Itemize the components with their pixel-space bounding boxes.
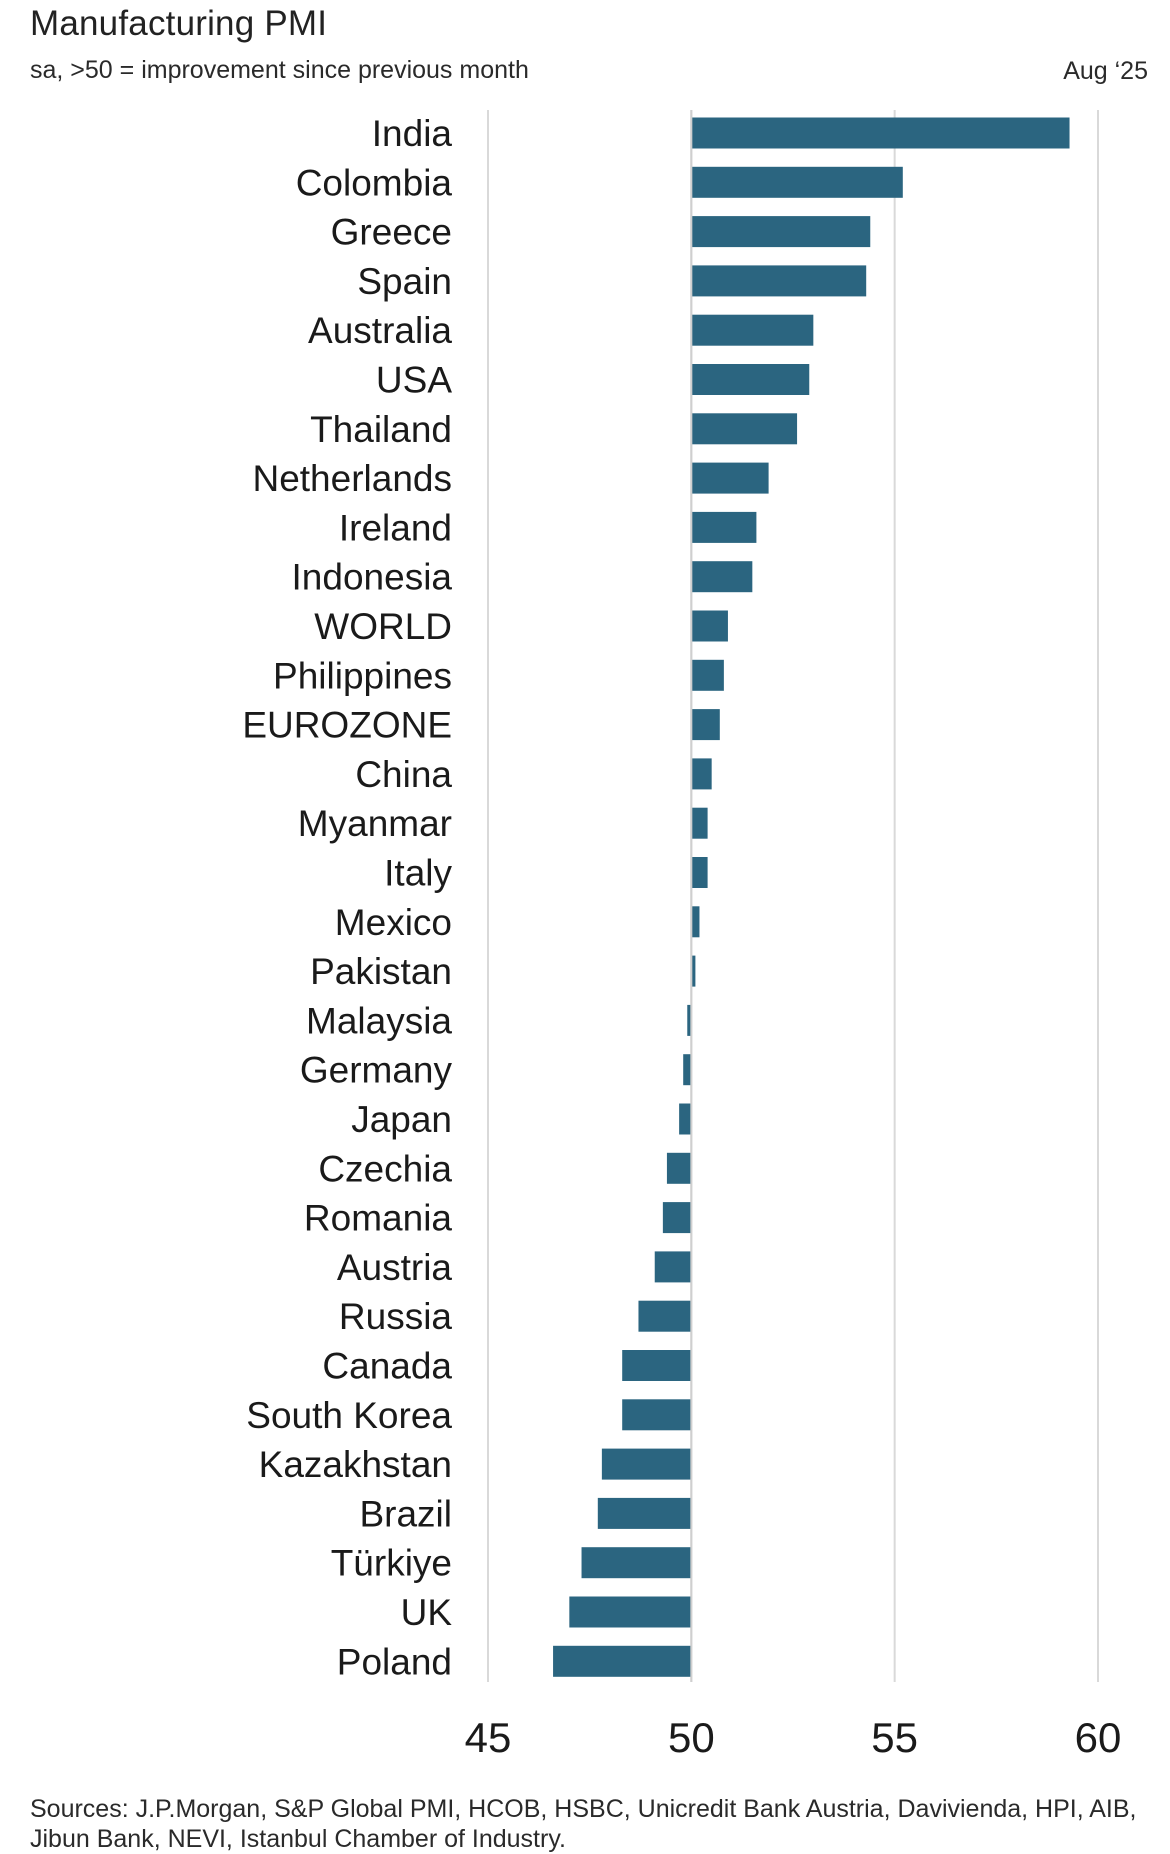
category-label-usa: USA (376, 360, 452, 401)
bar-china (691, 758, 712, 790)
bar-canada (622, 1350, 692, 1381)
category-label-thailand: Thailand (310, 409, 452, 450)
category-label-japan: Japan (351, 1099, 452, 1140)
category-label-philippines: Philippines (273, 655, 452, 696)
category-label-pakistan: Pakistan (310, 951, 452, 992)
bar-indonesia (691, 561, 753, 593)
category-label-mexico: Mexico (335, 902, 452, 943)
bar-eurozone (691, 709, 720, 741)
bar-austria (654, 1251, 692, 1283)
bar-japan (679, 1103, 692, 1135)
bar-kazakhstan (601, 1448, 692, 1480)
bar-italy (691, 857, 708, 888)
category-label-russia: Russia (339, 1296, 453, 1337)
x-tick-label-45: 45 (465, 1714, 512, 1761)
chart-plot-area: India Colombia Greece Spain Australia USA Thai… (242, 110, 1122, 1761)
category-label-australia: Australia (308, 310, 452, 351)
bar-world (691, 610, 728, 642)
category-label-south-korea: South Korea (246, 1395, 452, 1436)
bar-brazil (597, 1497, 692, 1529)
category-label-myanmar: Myanmar (298, 803, 452, 844)
category-label-eurozone: EUROZONE (242, 705, 452, 746)
bar-netherlands (691, 462, 769, 494)
bar-germany (683, 1054, 692, 1086)
x-tick-label-50: 50 (668, 1714, 715, 1761)
bar-czechia (666, 1152, 692, 1184)
category-label-italy: Italy (384, 853, 452, 894)
category-label-poland: Poland (337, 1641, 452, 1682)
category-label-germany: Germany (300, 1050, 453, 1091)
bar-t-rkiye (581, 1547, 692, 1579)
bar-russia (638, 1300, 692, 1332)
chart-title: Manufacturing PMI (30, 4, 328, 43)
category-label-romania: Romania (304, 1198, 452, 1239)
chart-sources: Sources: J.P.Morgan, S&P Global PMI, HCO… (30, 1795, 1137, 1853)
category-label-austria: Austria (337, 1247, 453, 1288)
category-label-india: India (372, 113, 453, 154)
chart-period-label: Aug ‘25 (1063, 57, 1148, 85)
category-label-czechia: Czechia (318, 1148, 452, 1189)
bar-australia (691, 314, 814, 346)
category-label-indonesia: Indonesia (292, 557, 453, 598)
bar-usa (691, 364, 810, 395)
bar-romania (662, 1202, 692, 1234)
category-label-netherlands: Netherlands (252, 458, 452, 499)
bar-india (691, 117, 1070, 149)
chart-subtitle: sa, >50 = improvement since previous mon… (30, 56, 529, 84)
bar-uk (569, 1596, 692, 1628)
category-label-spain: Spain (357, 261, 452, 302)
bar-greece (691, 216, 871, 248)
category-label-greece: Greece (331, 212, 452, 253)
x-tick-label-60: 60 (1075, 1714, 1122, 1761)
category-label-world: WORLD (314, 606, 452, 647)
category-label-canada: Canada (322, 1346, 452, 1387)
category-label-t-rkiye: Türkiye (331, 1543, 452, 1584)
category-label-uk: UK (401, 1592, 453, 1633)
bar-spain (691, 265, 867, 297)
bar-thailand (691, 413, 798, 445)
bar-malaysia (687, 1004, 692, 1036)
bar-poland (553, 1645, 692, 1677)
category-label-china: China (355, 754, 452, 795)
bar-south-korea (622, 1399, 692, 1431)
category-label-malaysia: Malaysia (306, 1000, 452, 1041)
category-label-kazakhstan: Kazakhstan (259, 1444, 452, 1485)
bar-ireland (691, 511, 757, 543)
bar-philippines (691, 659, 724, 691)
x-tick-label-55: 55 (871, 1714, 918, 1761)
bar-colombia (691, 166, 903, 198)
bar-pakistan (691, 955, 696, 987)
category-label-ireland: Ireland (339, 507, 452, 548)
bar-myanmar (691, 807, 708, 839)
bar-mexico (691, 906, 700, 938)
category-label-colombia: Colombia (296, 162, 453, 203)
category-label-brazil: Brazil (359, 1493, 452, 1534)
